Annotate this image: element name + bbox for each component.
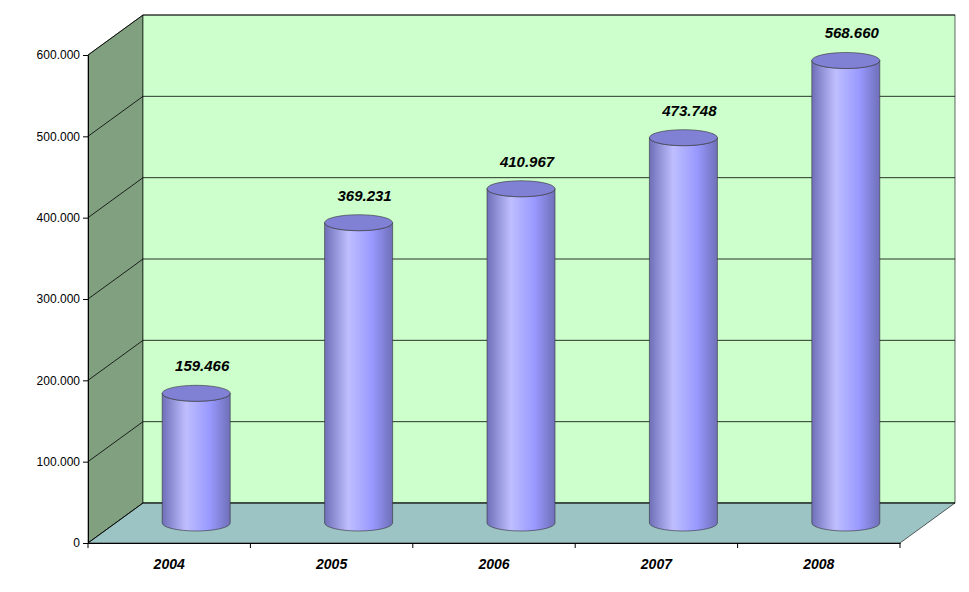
grid-line: [88, 15, 955, 55]
bar-top: [487, 181, 555, 197]
x-separator: [575, 543, 576, 548]
y-tick: 300.000: [37, 292, 88, 306]
y-tick-label: 0: [73, 536, 80, 550]
bar: [649, 138, 717, 531]
y-tick: 0: [73, 536, 88, 550]
x-separators: [88, 543, 900, 548]
x-separator: [412, 543, 413, 548]
y-tick-label: 100.000: [37, 455, 81, 469]
data-labels: 159.466 369.231 410.967 473.748 568.660: [175, 24, 879, 374]
x-tick-label: 2005: [315, 556, 347, 572]
bars: [162, 52, 880, 531]
x-tick: 2006: [477, 543, 509, 572]
data-label: 473.748: [661, 102, 717, 119]
y-tick-label: 500.000: [37, 130, 81, 144]
walls: [88, 15, 955, 543]
x-tick-label: 2004: [153, 556, 185, 572]
x-tick: 2007: [640, 543, 673, 572]
bar: [162, 393, 230, 531]
y-axis: 0 100.000 200.000 300.000 400.000 500.000 600.…: [37, 48, 89, 550]
x-tick: 2005: [315, 543, 347, 572]
y-tick: 400.000: [37, 211, 88, 225]
y-tick: 500.000: [37, 130, 88, 144]
x-axis-line: [89, 543, 901, 544]
bar: [487, 189, 555, 531]
y-tick: 100.000: [37, 455, 88, 469]
y-tick-mark: [83, 136, 88, 137]
x-tick-label: 2007: [640, 556, 673, 572]
x-separator: [88, 543, 89, 548]
x-tick-label: 2006: [477, 556, 509, 572]
x-tick-label: 2008: [802, 556, 834, 572]
y-tick-mark: [83, 299, 88, 300]
x-tick: 2004: [153, 543, 185, 572]
y-tick-mark: [83, 543, 88, 544]
y-tick-label: 200.000: [37, 374, 81, 388]
x-separator: [900, 543, 901, 548]
chart: 159.466 369.231 410.967 473.748 568.660 0 100.…: [0, 0, 969, 592]
y-tick-label: 300.000: [37, 292, 81, 306]
grid: [88, 15, 955, 543]
y-tick-mark: [83, 55, 88, 56]
x-axis: 2004 2005 2006 2007 2008: [89, 543, 901, 572]
data-label: 159.466: [175, 357, 230, 374]
x-separator: [737, 543, 738, 548]
data-label: 568.660: [825, 24, 880, 41]
y-tick: 200.000: [37, 374, 88, 388]
y-tick-label: 600.000: [37, 48, 81, 62]
y-tick-mark: [83, 218, 88, 219]
y-tick: 600.000: [37, 48, 88, 62]
data-label: 369.231: [337, 187, 391, 204]
bar-top: [812, 52, 880, 68]
bar: [812, 60, 880, 531]
x-separator: [250, 543, 251, 548]
bar-top: [162, 385, 230, 401]
x-tick: 2008: [802, 543, 834, 572]
y-tick-mark: [83, 380, 88, 381]
bar-top: [325, 215, 393, 231]
y-tick-mark: [83, 462, 88, 463]
bar: [325, 223, 393, 531]
data-label: 410.967: [499, 153, 555, 170]
y-tick-label: 400.000: [37, 211, 81, 225]
y-axis-line: [88, 56, 89, 544]
bar-top: [649, 130, 717, 146]
